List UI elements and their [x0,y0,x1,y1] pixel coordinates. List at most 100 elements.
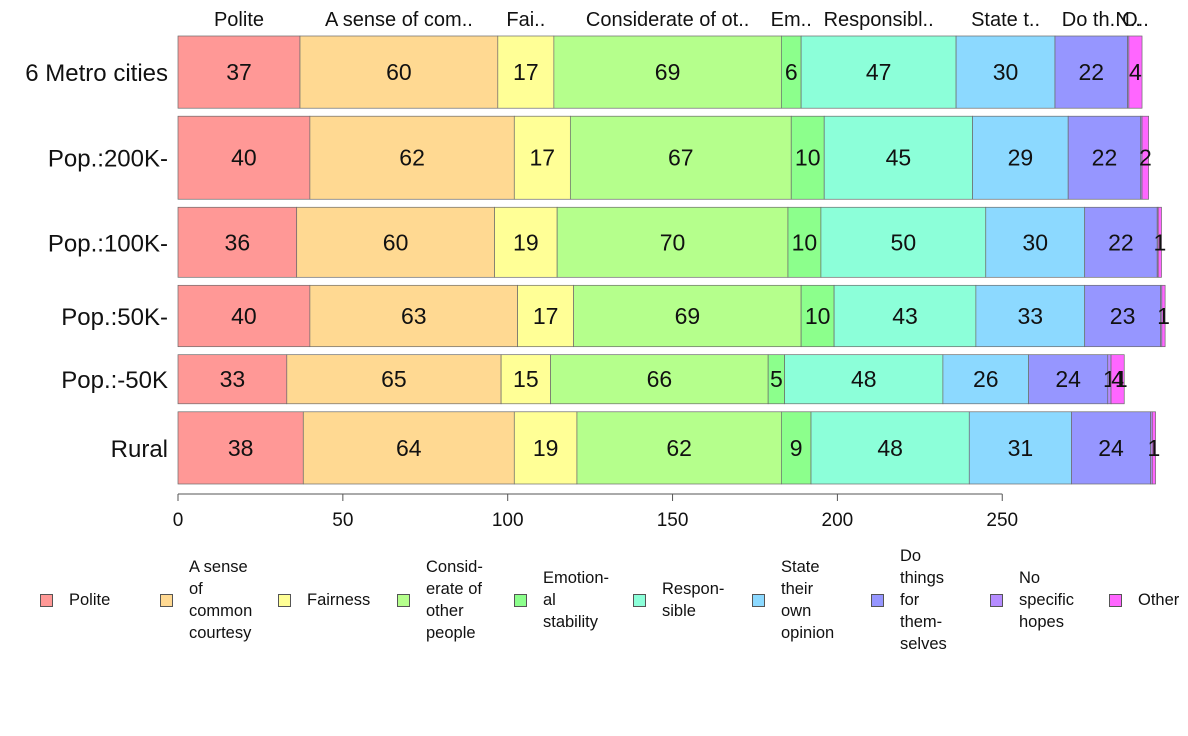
legend-swatch [1109,593,1122,607]
legend-label: Consid- erate of other people [426,558,483,642]
bar-pop-50k-considerate-of-other-people [573,284,802,348]
x-tick-label: 0 [173,510,184,531]
legend-label: Other [1138,591,1180,609]
bar-pop-200k-state-their-own-opinion [972,115,1069,200]
bar-pop-200k-responsible [823,115,973,200]
bar-6-metro-cities-polite [177,35,301,109]
category-label: Pop.:-50K [61,367,168,394]
data-label: 23 [1110,303,1136,329]
bar-pop-100k-other [1157,206,1162,278]
bar-rural-polite [177,411,304,485]
data-label: 67 [668,145,694,171]
data-label: 50 [891,229,917,255]
legend-item-other: Other [1109,540,1179,660]
bar-pop-200k-a-sense-of-common-courtesy [309,115,515,200]
data-label: 1 [1148,435,1161,461]
data-label: 10 [795,145,821,171]
bar-pop-50k-state-their-own-opinion [975,284,1086,348]
top-label-do-things-for-themselves: Do th.. [1062,9,1121,31]
data-label: 22 [1092,145,1118,171]
legend-item-responsible: Respon- sible [633,540,724,660]
top-label-responsible: Responsibl.. [824,9,934,31]
legend-label: Fairness [307,591,371,609]
legend-swatch [160,593,173,607]
legend-label: Emotion- al stability [543,569,610,631]
bar-pop-100k-state-their-own-opinion [985,206,1086,278]
category-label: Pop.:100K- [48,230,168,257]
legend-item-state-their-own-opinion: State their own opinion [752,540,834,660]
data-label: 24 [1055,366,1081,392]
data-label: 29 [1008,145,1034,171]
legend-item-a-sense-of-common-courtesy: A sense of common courtesy [160,540,252,660]
x-tick-label: 150 [657,510,689,531]
legend-swatch [40,593,53,607]
data-label: 37 [226,59,252,85]
bar-pop-50k-emotional-stability [800,284,835,348]
data-label: 10 [805,303,831,329]
bar-rural-other [1151,411,1156,485]
bar-pop-50k-do-things-for-themselves [1028,354,1109,405]
category-label: 6 Metro cities [25,60,168,87]
data-label: 15 [513,366,539,392]
bar-6-metro-cities-considerate-of-other-people [553,35,782,109]
bar-pop-200k-emotional-stability [790,115,825,200]
bar-pop-100k-a-sense-of-common-courtesy [296,206,495,278]
data-label: 17 [530,145,556,171]
bar-pop-200k-do-things-for-themselves [1067,115,1142,200]
data-label: 65 [381,366,407,392]
legend-item-considerate-of-other-people: Consid- erate of other people [397,540,483,660]
data-label: 38 [228,435,254,461]
data-label: 10 [792,229,818,255]
data-label: 26 [973,366,999,392]
bar-pop-100k-polite [177,206,298,278]
data-label: 6 [785,59,798,85]
data-label: 17 [533,303,559,329]
legend-item-emotional-stability: Emotion- al stability [514,540,609,660]
data-label: 40 [231,303,257,329]
legend-label: A sense of common courtesy [189,558,253,642]
bar-pop-50k-fairness [500,354,551,405]
bar-rural-responsible [810,411,970,485]
bar-pop-50k-responsible [833,284,977,348]
data-label: 4 [1111,366,1124,392]
top-label-considerate-of-other-people: Considerate of ot.. [586,9,749,31]
data-label: 17 [513,59,539,85]
category-label: Pop.:50K- [61,304,168,331]
bar-pop-200k-polite [177,115,311,200]
data-label: 22 [1078,59,1104,85]
legend-item-fairness: Fairness [278,540,370,660]
legend-swatch [514,593,527,607]
legend-item-no-specific-hopes: No specific hopes [990,540,1074,660]
bar-6-metro-cities-a-sense-of-common-courtesy [299,35,499,109]
top-label-a-sense-of-common-courtesy: A sense of com.. [325,9,473,31]
legend-swatch [278,593,291,607]
x-tick-label: 200 [822,510,854,531]
bar-pop-50k-polite [177,354,288,405]
legend-label: Polite [69,591,111,609]
top-label-fairness: Fai.. [506,9,545,31]
data-label: 48 [877,435,903,461]
legend: Polite A sense of common courtesy Fairness… [0,540,1188,660]
data-label: 45 [886,145,912,171]
category-label: Rural [111,436,168,463]
data-label: 30 [1022,229,1048,255]
top-label-state-their-own-opinion: State t.. [971,9,1040,31]
data-label: 2 [1139,145,1152,171]
data-label: 1 [1153,229,1166,255]
bar-rural-do-things-for-themselves [1071,411,1151,485]
data-label: 36 [225,229,251,255]
data-label: 22 [1108,229,1134,255]
data-label: 30 [993,59,1019,85]
bar-6-metro-cities-other [1128,35,1143,109]
bar-pop-100k-emotional-stability [787,206,822,278]
data-label: 4 [1129,59,1142,85]
bar-pop-100k-fairness [494,206,558,278]
category-label: Pop.:200K- [48,146,168,173]
legend-swatch [871,593,884,607]
data-label: 1 [1157,303,1170,329]
legend-swatch [397,593,410,607]
data-label: 31 [1008,435,1034,461]
bar-pop-50k-polite [177,284,311,348]
top-label-other: O.. [1122,9,1149,31]
